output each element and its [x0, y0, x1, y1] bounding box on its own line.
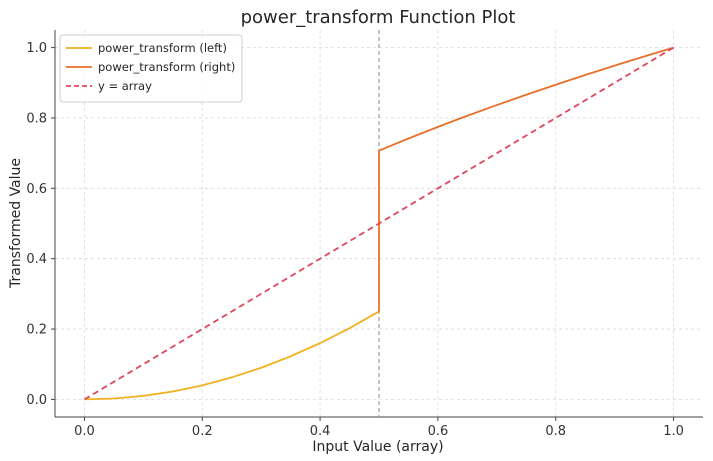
x-tick-label: 1.0 — [663, 424, 684, 439]
y-axis-label: Transformed Value — [8, 158, 24, 289]
x-tick-label: 0.2 — [192, 424, 213, 439]
legend-label: y = array — [98, 79, 152, 93]
legend-label: power_transform (left) — [98, 41, 227, 55]
x-tick-label: 0.8 — [545, 424, 566, 439]
legend: power_transform (left) power_transform (r… — [60, 35, 242, 102]
chart-title: power_transform Function Plot — [241, 7, 516, 28]
y-tick-label: 0.8 — [26, 111, 47, 126]
x-tick-label: 0.4 — [310, 424, 331, 439]
x-tick-label: 0.0 — [74, 424, 95, 439]
y-tick-label: 0.4 — [26, 252, 47, 267]
x-axis-label: Input Value (array) — [312, 439, 443, 455]
y-tick-label: 1.0 — [26, 41, 47, 56]
legend-label: power_transform (right) — [98, 60, 235, 74]
y-tick-label: 0.2 — [26, 323, 47, 338]
series-line-0 — [84, 311, 379, 399]
series-line-1 — [379, 48, 674, 312]
y-tick-label: 0.0 — [26, 393, 47, 408]
y-tick-label: 0.6 — [26, 182, 47, 197]
x-tick-label: 0.6 — [428, 424, 449, 439]
